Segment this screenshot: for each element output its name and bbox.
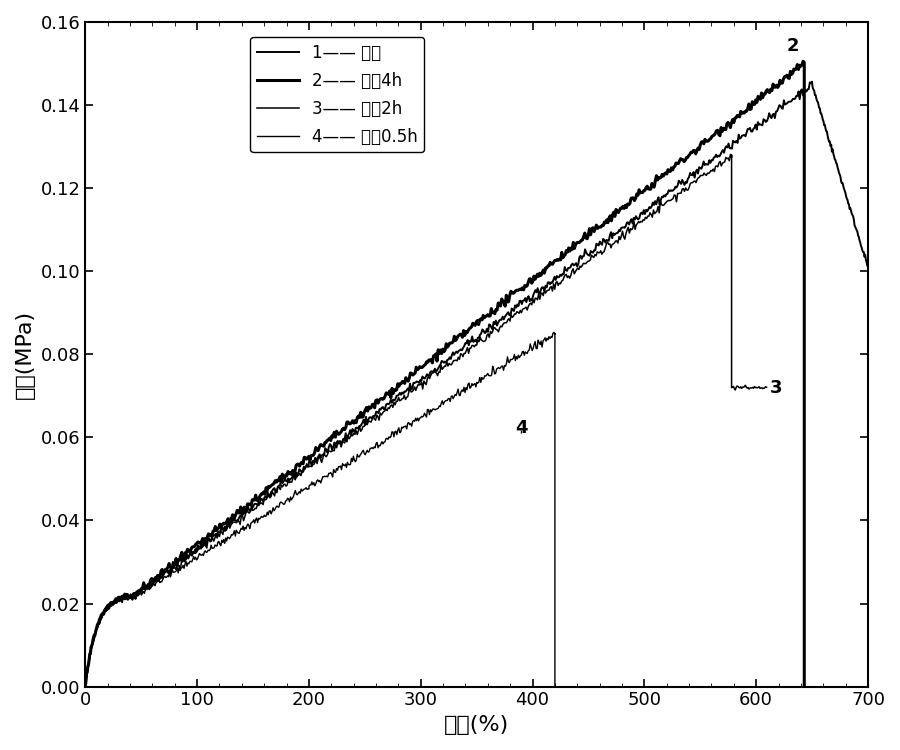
Legend: 1—— 原始, 2—— 修复4h, 3—— 修复2h, 4—— 修复0.5h: 1—— 原始, 2—— 修复4h, 3—— 修复2h, 4—— 修复0.5h [250,37,424,152]
Text: 2: 2 [787,37,799,55]
Text: 3: 3 [770,379,782,397]
Text: 4: 4 [515,419,527,437]
Text: 1: 1 [0,749,1,750]
X-axis label: 应变(%): 应变(%) [444,715,509,735]
Y-axis label: 应力(MPa): 应力(MPa) [15,310,35,399]
